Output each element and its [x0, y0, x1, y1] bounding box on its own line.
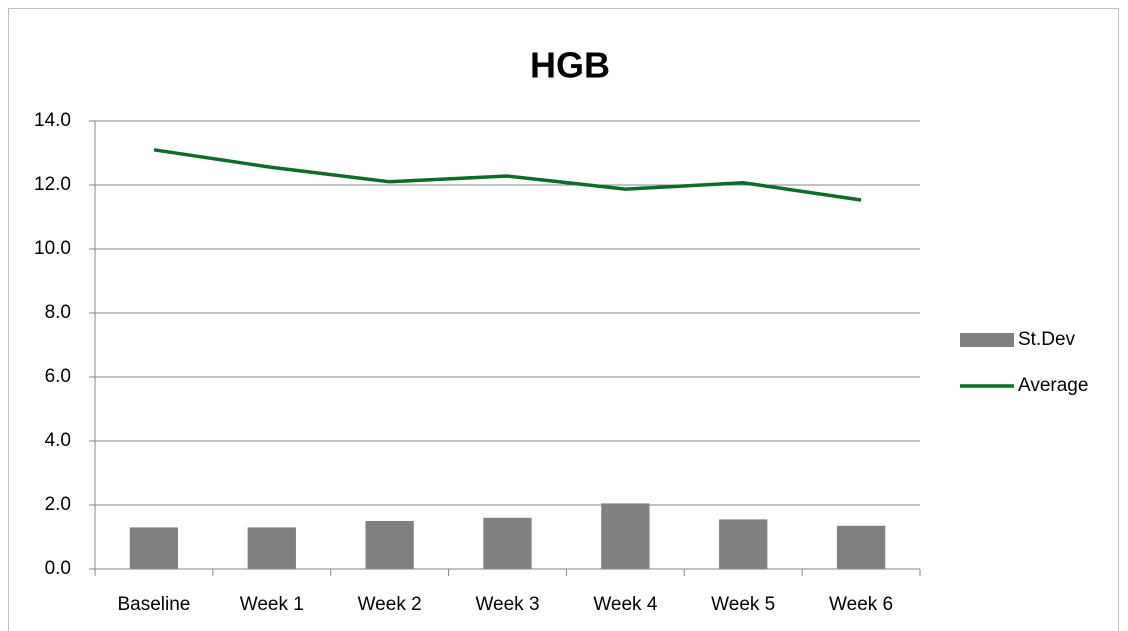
y-tick-label: 10.0 [34, 238, 71, 259]
x-tick-label: Week 3 [475, 594, 539, 615]
x-tick-label: Baseline [117, 594, 190, 615]
x-tick-label: Week 6 [829, 594, 893, 615]
legend-label: Average [1018, 375, 1088, 396]
bar [247, 527, 296, 569]
bar [601, 503, 650, 569]
legend-swatch [960, 333, 1014, 347]
bar [365, 521, 414, 569]
y-tick-label: 8.0 [45, 302, 71, 323]
bar [836, 525, 886, 569]
y-tick-label: 6.0 [45, 366, 71, 387]
chart-border [8, 8, 1119, 631]
bar [483, 517, 532, 569]
y-tick-label: 12.0 [34, 174, 71, 195]
line [153, 148, 862, 202]
x-tick-label: Week 4 [593, 594, 658, 615]
y-tick-label: 4.0 [45, 430, 71, 451]
x-tick-label: Week 5 [711, 594, 775, 615]
y-tick-label: 0.0 [45, 558, 71, 579]
bar [129, 527, 179, 569]
chart-title: HGB [530, 45, 610, 86]
bar [719, 519, 768, 569]
y-tick-label: 2.0 [45, 494, 71, 515]
x-tick-label: Week 1 [240, 594, 304, 615]
x-tick-label: Week 2 [358, 594, 422, 615]
y-tick-label: 14.0 [34, 110, 71, 131]
legend-label: St.Dev [1018, 329, 1076, 350]
